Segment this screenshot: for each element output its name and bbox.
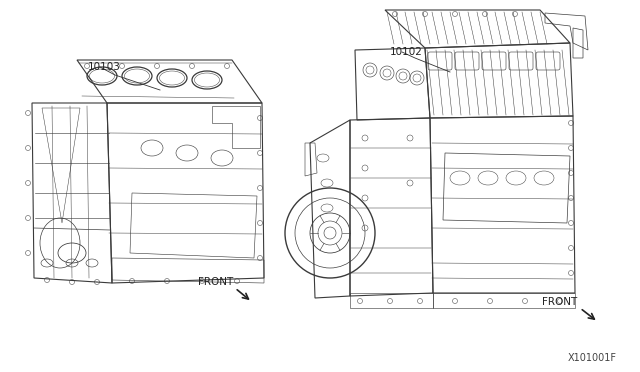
Text: 10102: 10102: [390, 47, 423, 57]
Text: FRONT: FRONT: [198, 277, 233, 287]
Text: X101001F: X101001F: [568, 353, 617, 363]
Text: FRONT: FRONT: [542, 297, 577, 307]
Text: 10103: 10103: [88, 62, 121, 72]
